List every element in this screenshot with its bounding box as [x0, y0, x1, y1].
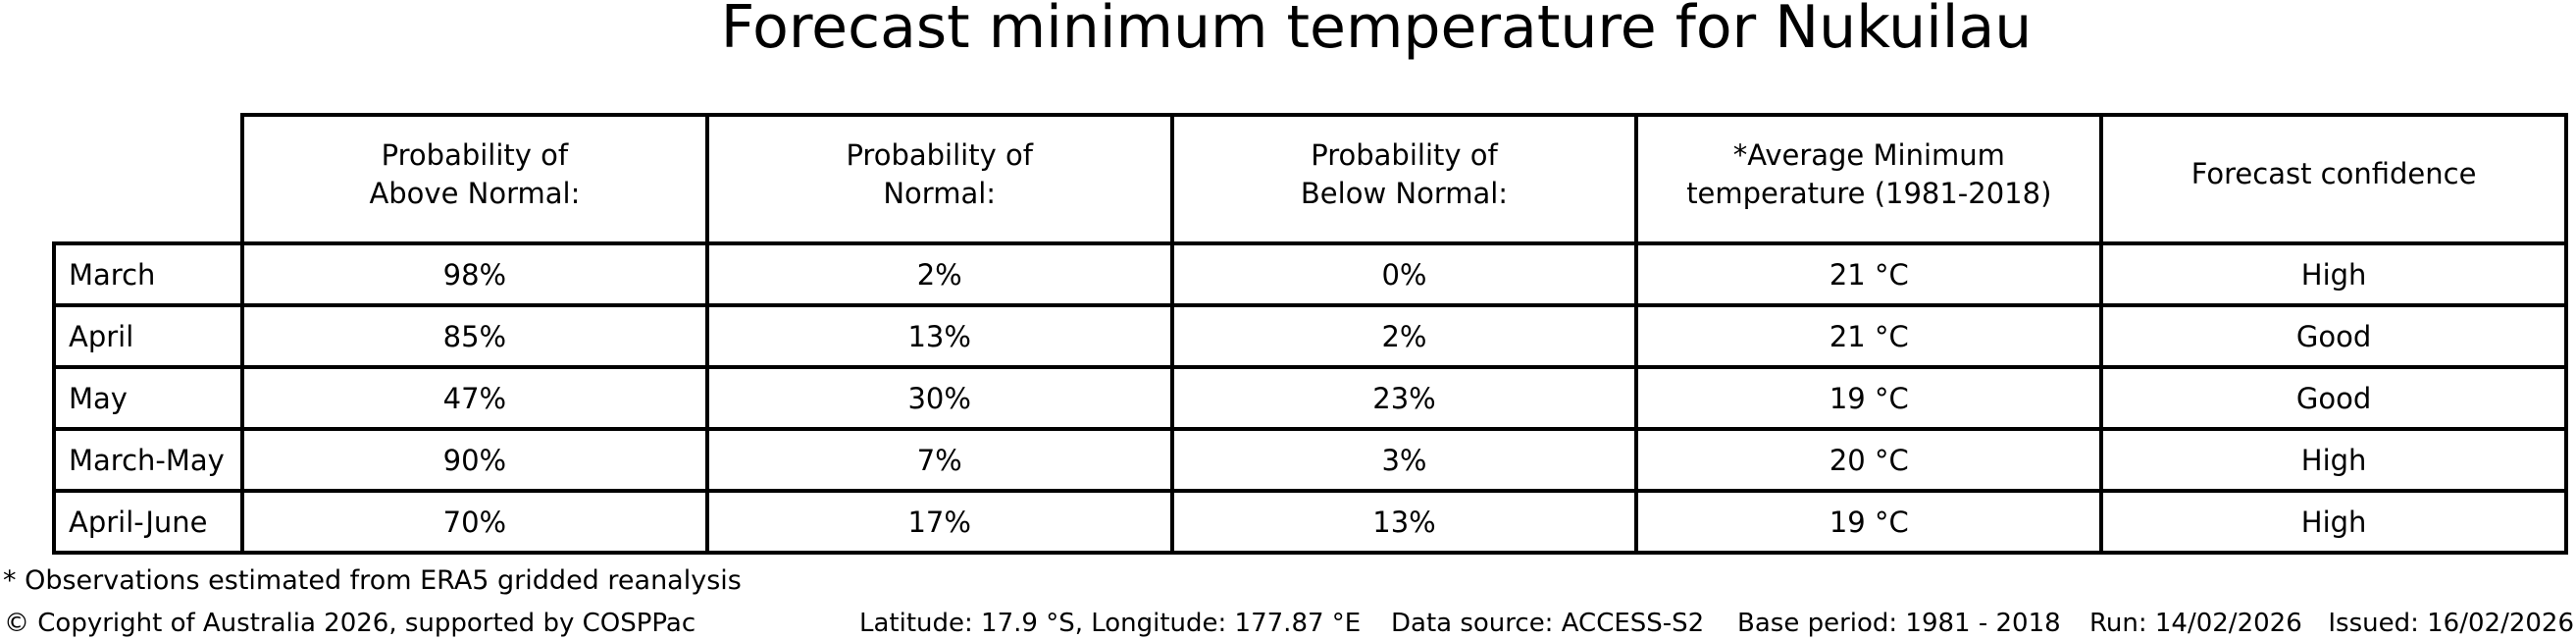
- col-header-line: Above Normal:: [369, 176, 581, 210]
- base-period-text: Base period: 1981 - 2018: [1737, 609, 2061, 638]
- cell-confidence: High: [2099, 427, 2568, 493]
- cell-prob-below: 3%: [1169, 427, 1639, 493]
- run-date-text: Run: 14/02/2026: [2089, 609, 2302, 638]
- cell-prob-normal: 17%: [704, 489, 1174, 555]
- col-header-line: Below Normal:: [1300, 176, 1509, 210]
- col-header-forecast-confidence: Forecast confidence: [2099, 113, 2568, 245]
- cell-avg-min-temp: 21 °C: [1634, 241, 2104, 307]
- copyright-text: © Copyright of Australia 2026, supported…: [4, 609, 696, 638]
- col-header-normal: Probability of Normal:: [704, 113, 1174, 245]
- footnote: * Observations estimated from ERA5 gridd…: [3, 565, 742, 596]
- row-label: May: [52, 365, 244, 431]
- cell-prob-normal: 30%: [704, 365, 1174, 431]
- col-header-line: Normal:: [883, 176, 997, 210]
- table-row-march-may: March-May 90% 7% 3% 20 °C High: [52, 427, 2568, 493]
- cell-prob-below: 0%: [1169, 241, 1639, 307]
- cell-avg-min-temp: 19 °C: [1634, 489, 2104, 555]
- cell-confidence: Good: [2099, 303, 2568, 369]
- col-header-line: temperature (1981-2018): [1686, 176, 2052, 210]
- cell-confidence: High: [2099, 489, 2568, 555]
- row-label: March: [52, 241, 244, 307]
- cell-avg-min-temp: 19 °C: [1634, 365, 2104, 431]
- col-header-below-normal: Probability of Below Normal:: [1169, 113, 1639, 245]
- issued-date-text: Issued: 16/02/2026: [2328, 609, 2574, 638]
- cell-prob-below: 2%: [1169, 303, 1639, 369]
- cell-prob-normal: 7%: [704, 427, 1174, 493]
- cell-prob-above: 85%: [240, 303, 709, 369]
- table-row-march: March 98% 2% 0% 21 °C High: [52, 241, 2568, 307]
- cell-avg-min-temp: 21 °C: [1634, 303, 2104, 369]
- table-header-row: Probability of Above Normal: Probability…: [54, 113, 2568, 245]
- col-header-line: Probability of: [381, 138, 569, 173]
- col-header-line: Probability of: [846, 138, 1033, 173]
- col-header-above-normal: Probability of Above Normal:: [240, 113, 709, 245]
- location-text: Latitude: 17.9 °S, Longitude: 177.87 °E: [859, 609, 1362, 638]
- table-row-may: May 47% 30% 23% 19 °C Good: [52, 365, 2568, 431]
- cell-confidence: High: [2099, 241, 2568, 307]
- cell-prob-above: 90%: [240, 427, 709, 493]
- page-title: Forecast minimum temperature for Nukuila…: [720, 0, 2033, 62]
- table-row-april: April 85% 13% 2% 21 °C Good: [52, 303, 2568, 369]
- cell-prob-normal: 2%: [704, 241, 1174, 307]
- cell-prob-below: 13%: [1169, 489, 1639, 555]
- col-header-line: Forecast confidence: [2190, 157, 2477, 191]
- data-source-text: Data source: ACCESS-S2: [1391, 609, 1705, 638]
- cell-prob-above: 98%: [240, 241, 709, 307]
- cell-confidence: Good: [2099, 365, 2568, 431]
- row-label: April-June: [52, 489, 244, 555]
- cell-prob-above: 47%: [240, 365, 709, 431]
- cell-avg-min-temp: 20 °C: [1634, 427, 2104, 493]
- cell-prob-above: 70%: [240, 489, 709, 555]
- col-header-avg-min-temp: *Average Minimum temperature (1981-2018): [1634, 113, 2104, 245]
- cell-prob-normal: 13%: [704, 303, 1174, 369]
- row-label: April: [52, 303, 244, 369]
- col-header-line: Probability of: [1311, 138, 1498, 173]
- table-row-april-june: April-June 70% 17% 13% 19 °C High: [52, 489, 2568, 555]
- blank-corner-cell: [54, 115, 242, 243]
- row-label: March-May: [52, 427, 244, 493]
- col-header-line: *Average Minimum: [1732, 138, 2005, 173]
- forecast-table: Probability of Above Normal: Probability…: [52, 113, 2568, 555]
- cell-prob-below: 23%: [1169, 365, 1639, 431]
